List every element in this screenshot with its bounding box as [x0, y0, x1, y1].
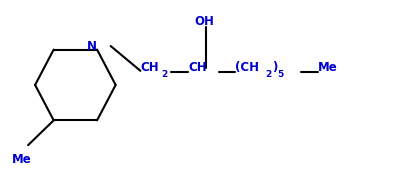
Text: N: N [87, 39, 97, 53]
Text: CH: CH [140, 61, 159, 74]
Text: CH: CH [188, 61, 206, 74]
Text: 2: 2 [161, 70, 167, 79]
Text: 2: 2 [265, 70, 271, 79]
Text: (CH: (CH [235, 61, 259, 74]
Text: Me: Me [12, 153, 31, 166]
Text: Me: Me [318, 61, 338, 74]
Text: 5: 5 [278, 70, 284, 79]
Text: OH: OH [195, 15, 214, 28]
Text: ): ) [272, 61, 277, 74]
